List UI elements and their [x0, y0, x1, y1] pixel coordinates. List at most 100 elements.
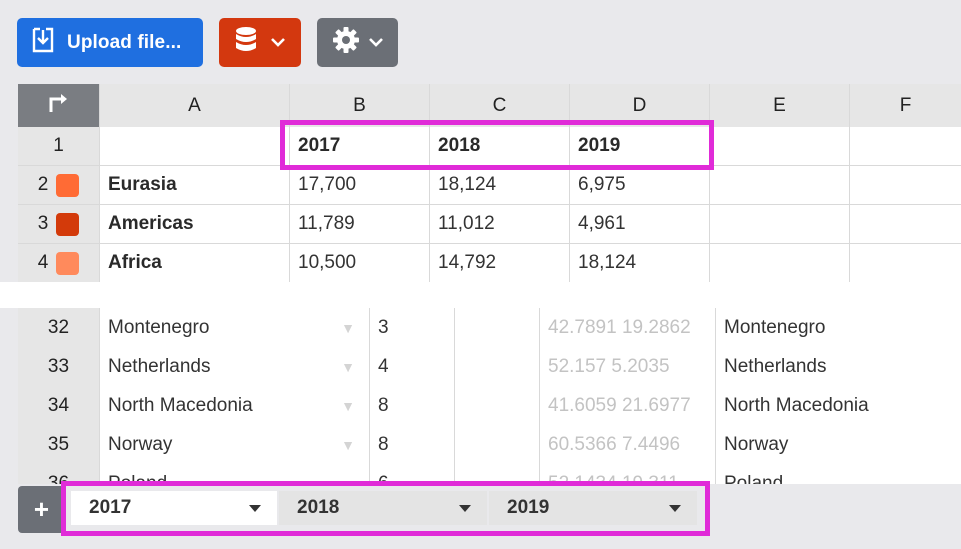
cell-f3[interactable]	[850, 205, 961, 243]
cell-a4[interactable]: Africa	[100, 244, 290, 282]
country-dropdown-cell[interactable]: Montenegro ▼	[100, 308, 370, 347]
spreadsheet-grid: A B C D E F 1 2017 2018 2019 2 Eurasia 1…	[18, 84, 961, 283]
upload-file-button[interactable]: Upload file...	[17, 18, 203, 67]
cell-b2[interactable]: 17,700	[290, 166, 430, 204]
settings-menu-button[interactable]	[317, 18, 398, 67]
chevron-down-icon	[368, 34, 383, 52]
country-cell[interactable]: North Macedonia	[716, 386, 961, 425]
column-header-b[interactable]: B	[290, 84, 430, 127]
cell-f2[interactable]	[850, 166, 961, 204]
row-number[interactable]: 34	[18, 386, 100, 425]
column-header-a[interactable]: A	[100, 84, 290, 127]
dropdown-arrow-icon[interactable]: ▼	[341, 475, 355, 485]
cell-e3[interactable]	[710, 205, 850, 243]
cell-d3[interactable]: 4,961	[570, 205, 710, 243]
country-dropdown-cell[interactable]: North Macedonia ▼	[100, 386, 370, 425]
value-cell[interactable]: 8	[370, 425, 455, 464]
cell-d4[interactable]: 18,124	[570, 244, 710, 282]
data-sheet-grid: 32 Montenegro ▼ 3 42.7891 19.2862 Monten…	[18, 308, 961, 484]
country-dropdown-cell[interactable]: Poland ▼	[100, 464, 370, 484]
cell-a2[interactable]: Eurasia	[100, 166, 290, 204]
table-row: 34 North Macedonia ▼ 8 41.6059 21.6977 N…	[18, 386, 961, 425]
dropdown-arrow-icon[interactable]: ▼	[341, 436, 355, 453]
cell-d1[interactable]: 2019	[570, 127, 710, 165]
data-menu-button[interactable]	[219, 18, 301, 67]
coordinates-cell[interactable]: 41.6059 21.6977	[540, 386, 716, 425]
coordinates-cell[interactable]: 52.157 5.2035	[540, 347, 716, 386]
cell-e1[interactable]	[710, 127, 850, 165]
chevron-down-icon	[271, 34, 285, 52]
cell-c1[interactable]: 2018	[430, 127, 570, 165]
empty-cell[interactable]	[455, 347, 540, 386]
row-number[interactable]: 33	[18, 347, 100, 386]
add-sheet-button[interactable]: +	[18, 486, 65, 533]
dropdown-arrow-icon[interactable]: ▼	[341, 319, 355, 336]
cell-c2[interactable]: 18,124	[430, 166, 570, 204]
cell-b4[interactable]: 10,500	[290, 244, 430, 282]
section-divider	[0, 282, 961, 308]
cell-d2[interactable]: 6,975	[570, 166, 710, 204]
table-row: 32 Montenegro ▼ 3 42.7891 19.2862 Monten…	[18, 308, 961, 347]
row-number[interactable]: 2	[18, 166, 100, 204]
sheet-select-label: 2017	[89, 497, 132, 518]
row-number[interactable]: 3	[18, 205, 100, 243]
country-dropdown-cell[interactable]: Norway ▼	[100, 425, 370, 464]
cell-f4[interactable]	[850, 244, 961, 282]
column-header-f[interactable]: F	[850, 84, 961, 127]
country-cell[interactable]: Netherlands	[716, 347, 961, 386]
column-header-row: A B C D E F	[18, 84, 961, 127]
cell-f1[interactable]	[850, 127, 961, 165]
row-number[interactable]: 35	[18, 425, 100, 464]
country-cell[interactable]: Norway	[716, 425, 961, 464]
empty-cell[interactable]	[455, 464, 540, 484]
caret-down-icon	[249, 504, 261, 512]
country-cell[interactable]: Poland	[716, 464, 961, 484]
cell-c4[interactable]: 14,792	[430, 244, 570, 282]
coordinates-cell[interactable]: 52.1434 19.311	[540, 464, 716, 484]
cell-c3[interactable]: 11,012	[430, 205, 570, 243]
table-row: 33 Netherlands ▼ 4 52.157 5.2035 Netherl…	[18, 347, 961, 386]
corner-cell[interactable]	[18, 84, 100, 127]
coordinates-cell[interactable]: 42.7891 19.2862	[540, 308, 716, 347]
empty-cell[interactable]	[455, 386, 540, 425]
sheet-select-2017[interactable]: 2017	[71, 491, 277, 525]
row-number[interactable]: 36	[18, 464, 100, 484]
cell-b1[interactable]: 2017	[290, 127, 430, 165]
series-color-swatch[interactable]	[56, 212, 80, 236]
series-color-swatch[interactable]	[56, 251, 80, 275]
country-cell[interactable]: Montenegro	[716, 308, 961, 347]
country-name: Poland	[108, 472, 168, 485]
cell-e2[interactable]	[710, 166, 850, 204]
country-name: North Macedonia	[108, 394, 253, 416]
column-header-d[interactable]: D	[570, 84, 710, 127]
column-header-c[interactable]: C	[430, 84, 570, 127]
table-row: 4 Africa 10,500 14,792 18,124	[18, 244, 961, 283]
cell-e4[interactable]	[710, 244, 850, 282]
sheet-select-2019[interactable]: 2019	[489, 491, 697, 525]
empty-cell[interactable]	[455, 308, 540, 347]
row-number[interactable]: 4	[18, 244, 100, 282]
dropdown-arrow-icon[interactable]: ▼	[341, 358, 355, 375]
sheet-select-2018[interactable]: 2018	[279, 491, 487, 525]
sheet-select-label: 2019	[507, 497, 550, 518]
row-number[interactable]: 1	[18, 127, 100, 165]
row-number-label: 2	[37, 174, 49, 195]
cell-b3[interactable]: 11,789	[290, 205, 430, 243]
table-row: 1 2017 2018 2019	[18, 127, 961, 166]
value-cell[interactable]: 6	[370, 464, 455, 484]
empty-cell[interactable]	[455, 425, 540, 464]
dropdown-arrow-icon[interactable]: ▼	[341, 397, 355, 414]
country-name: Montenegro	[108, 316, 210, 338]
table-row: 36 Poland ▼ 6 52.1434 19.311 Poland	[18, 464, 961, 484]
value-cell[interactable]: 4	[370, 347, 455, 386]
cell-a1[interactable]	[100, 127, 290, 165]
column-header-e[interactable]: E	[710, 84, 850, 127]
table-row: 3 Americas 11,789 11,012 4,961	[18, 205, 961, 244]
cell-a3[interactable]: Americas	[100, 205, 290, 243]
country-dropdown-cell[interactable]: Netherlands ▼	[100, 347, 370, 386]
value-cell[interactable]: 8	[370, 386, 455, 425]
series-color-swatch[interactable]	[56, 173, 80, 197]
coordinates-cell[interactable]: 60.5366 7.4496	[540, 425, 716, 464]
row-number[interactable]: 32	[18, 308, 100, 347]
value-cell[interactable]: 3	[370, 308, 455, 347]
